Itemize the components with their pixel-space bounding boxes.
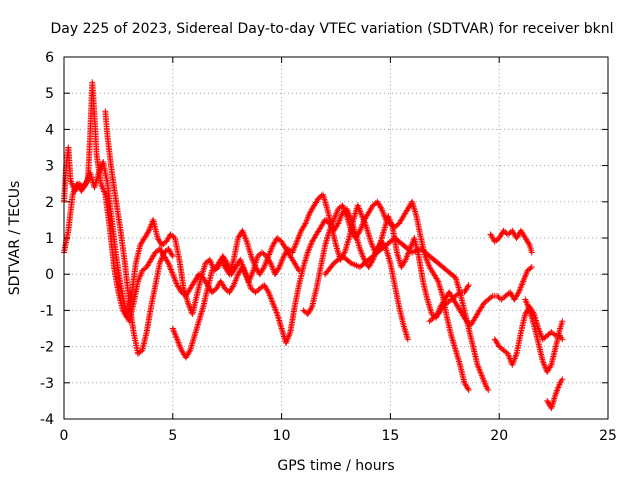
data-point-markers — [300, 198, 472, 393]
grid-lines — [64, 57, 608, 419]
y-tick-label: -1 — [40, 303, 54, 319]
data-point-markers — [102, 108, 176, 357]
series-track-6 — [322, 235, 492, 393]
x-tick-label: 20 — [490, 428, 508, 444]
data-point-markers — [544, 376, 566, 412]
series-track-4 — [169, 227, 302, 361]
y-tick-label: 6 — [45, 50, 54, 66]
y-tick-label: 3 — [45, 159, 54, 175]
series-track-5 — [300, 198, 472, 393]
y-axis-label: SDTVAR / TECUs — [7, 181, 23, 296]
data-point-markers — [426, 282, 472, 325]
y-tick-label: -2 — [40, 340, 54, 356]
data-point-markers — [491, 303, 566, 368]
x-tick-label: 5 — [168, 428, 177, 444]
y-tick-label: -3 — [40, 376, 54, 392]
y-tick-label: 5 — [45, 86, 54, 102]
data-point-markers — [487, 227, 535, 256]
data-points — [61, 79, 566, 412]
series-track-11 — [544, 376, 566, 412]
series-track-8 — [487, 227, 535, 256]
series-track-9 — [491, 303, 566, 368]
series-track-10 — [522, 296, 566, 375]
y-tick-label: -4 — [40, 412, 54, 428]
series-track-7 — [426, 282, 472, 325]
y-tick-label: 2 — [45, 195, 54, 211]
data-point-markers — [322, 235, 492, 393]
y-tick-label: 1 — [45, 231, 54, 247]
y-axis-ticks: -4 -3 -2 -1 0 1 2 3 4 5 6 — [40, 50, 608, 428]
y-tick-label: 0 — [45, 267, 54, 283]
x-axis-label: GPS time / hours — [277, 458, 394, 474]
chart-title: Day 225 of 2023, Sidereal Day-to-day VTE… — [51, 21, 614, 37]
x-tick-label: 0 — [60, 428, 69, 444]
data-point-markers — [169, 227, 302, 361]
y-tick-label: 4 — [45, 122, 54, 138]
x-tick-label: 15 — [381, 428, 399, 444]
data-point-markers — [522, 296, 566, 375]
plot-frame — [63, 56, 609, 420]
x-tick-label: 25 — [599, 428, 617, 444]
series-track-3 — [102, 108, 176, 357]
x-tick-label: 10 — [273, 428, 291, 444]
